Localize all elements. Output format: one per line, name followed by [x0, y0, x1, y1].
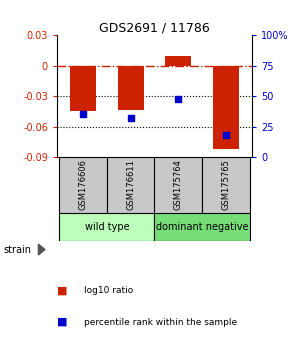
Text: ■: ■ [57, 285, 68, 295]
Bar [107, 157, 154, 213]
Bar [154, 213, 250, 241]
Text: GSM176611: GSM176611 [126, 160, 135, 210]
Text: GSM175764: GSM175764 [174, 160, 183, 210]
Point [81, 112, 85, 117]
Text: GSM176606: GSM176606 [79, 159, 88, 211]
Point [176, 96, 181, 102]
Text: percentile rank within the sample: percentile rank within the sample [84, 318, 237, 327]
Bar [118, 66, 144, 110]
Text: ■: ■ [57, 317, 68, 327]
Point [128, 115, 133, 121]
Bar [202, 157, 250, 213]
Bar [59, 213, 154, 241]
Text: GSM175765: GSM175765 [221, 160, 230, 210]
Text: wild type: wild type [85, 222, 129, 232]
Title: GDS2691 / 11786: GDS2691 / 11786 [99, 21, 210, 34]
Bar [154, 157, 202, 213]
Bar [213, 66, 239, 149]
Bar [165, 56, 191, 66]
Point [224, 132, 228, 138]
Bar [59, 157, 107, 213]
Text: strain: strain [3, 245, 31, 255]
Text: log10 ratio: log10 ratio [84, 286, 133, 295]
Bar [70, 66, 96, 112]
Text: dominant negative: dominant negative [156, 222, 248, 232]
